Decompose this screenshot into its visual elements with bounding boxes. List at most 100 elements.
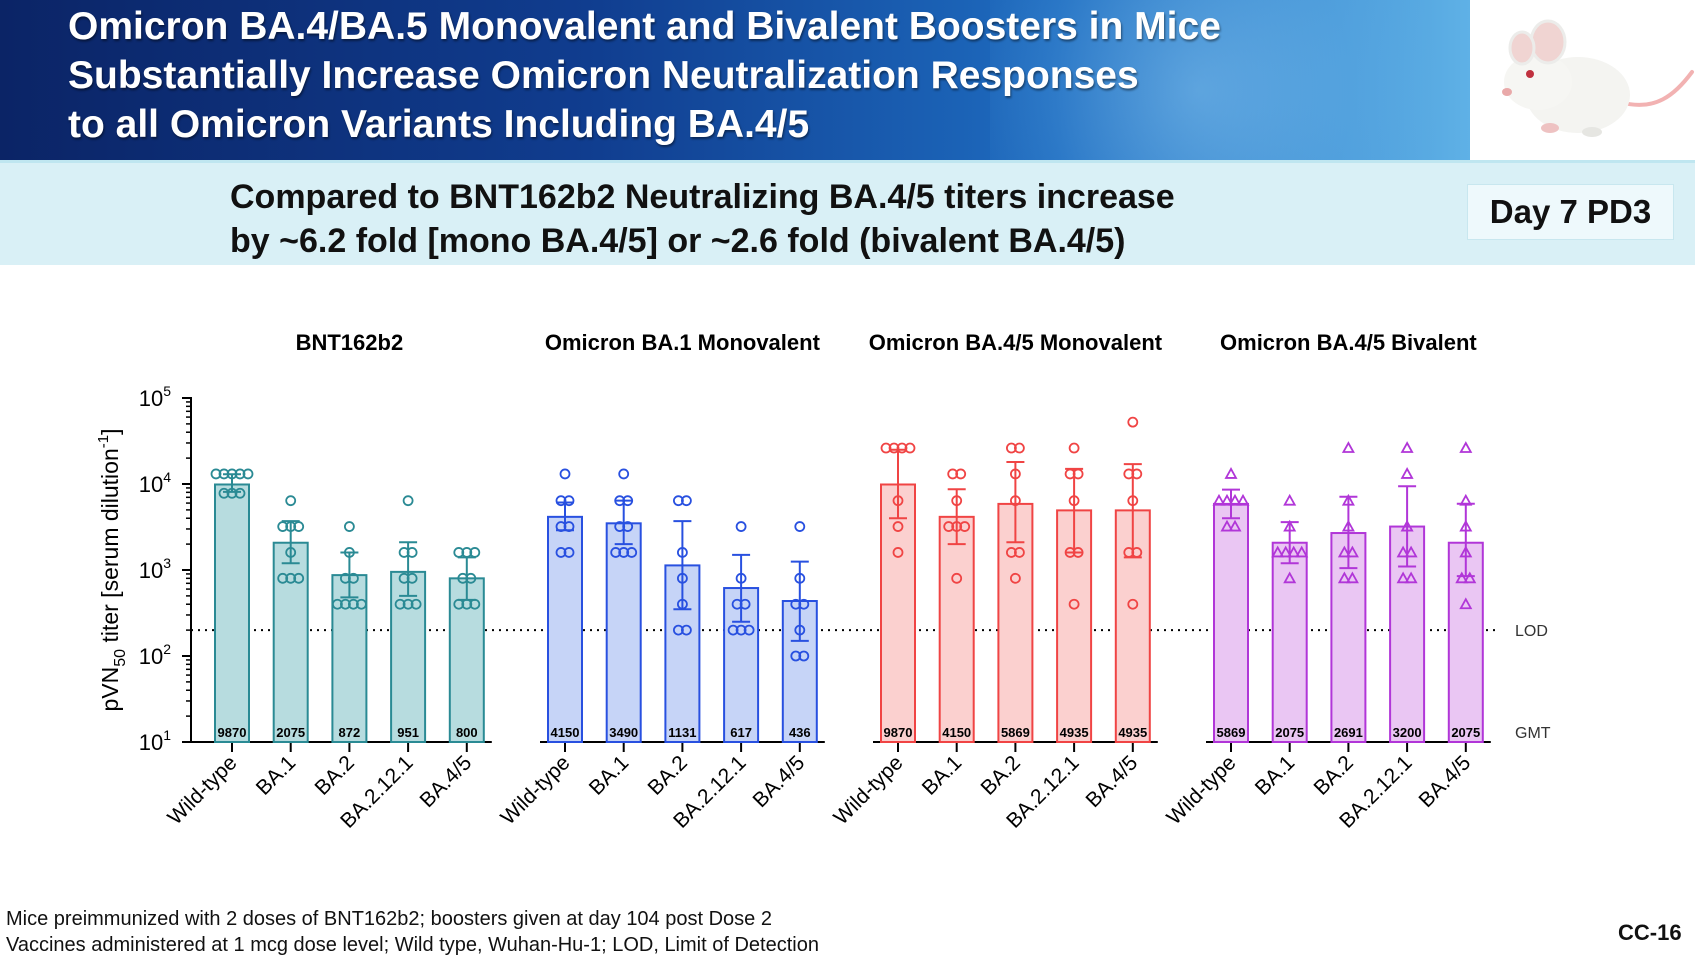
x-tick-label: Wild-type xyxy=(1162,751,1240,829)
gmt-bar xyxy=(272,541,309,743)
x-tick-label: BA.2 xyxy=(1309,751,1357,799)
data-point xyxy=(347,598,359,610)
data-point xyxy=(1400,467,1414,479)
data-point xyxy=(794,572,806,584)
data-point xyxy=(618,468,630,480)
gmt-bar xyxy=(723,587,760,743)
footnote-line: Mice preimmunized with 2 doses of BNT162… xyxy=(6,908,772,930)
data-point xyxy=(1283,493,1297,506)
data-point xyxy=(1345,545,1359,558)
data-point xyxy=(1064,468,1076,480)
data-point xyxy=(1404,545,1418,558)
gmt-value-label: 9870 xyxy=(218,725,247,740)
subtitle-line: by ~6.2 fold [mono BA.4/5] or ~2.6 fold … xyxy=(230,222,1126,260)
data-point xyxy=(1283,519,1297,532)
gmt-bar xyxy=(390,570,427,743)
data-point xyxy=(1131,468,1143,480)
gmt-value-label: 9870 xyxy=(884,725,913,740)
lod-label: LOD xyxy=(1515,623,1548,640)
gmt-value-label: 4935 xyxy=(1060,725,1089,740)
x-tick-label: BA.2 xyxy=(310,751,358,799)
data-point xyxy=(242,468,254,480)
gmt-value-label: 436 xyxy=(789,725,811,740)
data-point xyxy=(210,468,222,480)
data-point xyxy=(735,521,747,532)
subtitle-line: Compared to BNT162b2 Neutralizing BA.4/5… xyxy=(230,178,1175,216)
data-point xyxy=(394,598,406,610)
data-point xyxy=(1014,442,1025,454)
data-point xyxy=(1236,493,1250,506)
x-tick-label: BA.4/5 xyxy=(1081,751,1142,812)
data-point xyxy=(1220,493,1234,506)
slide-title-line: to all Omicron Variants Including BA.4/5 xyxy=(68,103,810,146)
data-point xyxy=(622,521,634,532)
gmt-bar xyxy=(880,483,916,743)
gmt-bar xyxy=(997,502,1034,743)
data-point xyxy=(469,598,481,610)
data-point xyxy=(904,442,916,454)
data-point xyxy=(959,521,971,532)
gmt-label: GMT xyxy=(1515,725,1551,742)
data-point xyxy=(402,598,414,610)
data-point xyxy=(1127,416,1139,428)
data-point xyxy=(293,521,305,532)
gmt-value-label: 4150 xyxy=(551,725,580,740)
data-point xyxy=(673,624,684,636)
data-point xyxy=(731,598,743,610)
data-point xyxy=(1345,571,1359,584)
footnote-line: Vaccines administered at 1 mcg dose leve… xyxy=(6,934,819,956)
data-point xyxy=(681,624,692,636)
data-point xyxy=(285,495,297,507)
mouse-illustration xyxy=(1502,19,1694,137)
group-title: Omicron BA.1 Monovalent xyxy=(545,330,821,355)
gmt-bar xyxy=(448,577,485,743)
x-tick-label: Wild-type xyxy=(829,751,907,829)
data-point xyxy=(1295,545,1309,558)
data-point xyxy=(347,572,359,584)
data-point xyxy=(735,572,747,584)
data-point xyxy=(406,572,418,584)
gmt-value-label: 617 xyxy=(730,725,752,740)
x-tick-label: BA.4/5 xyxy=(1414,751,1475,812)
data-point xyxy=(1068,442,1080,454)
y-tick-label: 104 xyxy=(139,469,171,497)
neutralization-chart: 101 102 103 104 105 pVN50 titer [serum diluti… xyxy=(95,330,1551,833)
y-tick-label: 102 xyxy=(139,641,171,669)
x-tick-label: BA.4/5 xyxy=(748,751,809,812)
data-point xyxy=(1006,442,1017,454)
data-point xyxy=(947,468,959,480)
data-point xyxy=(1337,571,1351,584)
data-point xyxy=(1459,441,1473,453)
data-point xyxy=(892,547,904,558)
y-tick-label: 105 xyxy=(139,383,171,411)
gmt-value-label: 2075 xyxy=(1451,725,1480,740)
data-point xyxy=(626,547,638,558)
gmt-bar xyxy=(938,515,975,743)
data-point xyxy=(1396,571,1410,584)
data-point xyxy=(1455,571,1469,584)
gmt-value-label: 2075 xyxy=(276,725,305,740)
data-point xyxy=(398,547,410,558)
data-point xyxy=(1459,597,1473,610)
data-point xyxy=(739,598,751,610)
data-point xyxy=(681,495,692,507)
data-point xyxy=(1127,598,1139,610)
data-point xyxy=(563,547,575,558)
data-point xyxy=(453,547,465,558)
group-title: Omicron BA.4/5 Bivalent xyxy=(1220,330,1477,355)
data-point xyxy=(339,572,351,584)
data-point xyxy=(339,598,351,610)
data-point xyxy=(461,547,473,558)
data-point xyxy=(1072,547,1084,558)
data-point xyxy=(943,521,955,532)
data-point xyxy=(457,572,469,584)
data-point xyxy=(1283,571,1297,584)
slide-title: Omicron BA.4/BA.5 Monovalent and Bivalen… xyxy=(68,2,1448,149)
data-point xyxy=(234,487,246,499)
title-banner: Omicron BA.4/BA.5 Monovalent and Bivalen… xyxy=(0,0,1470,160)
gmt-bar xyxy=(1271,541,1308,743)
data-point xyxy=(1224,467,1238,479)
data-point xyxy=(453,598,465,610)
data-point xyxy=(1064,547,1076,558)
data-point xyxy=(892,495,904,507)
